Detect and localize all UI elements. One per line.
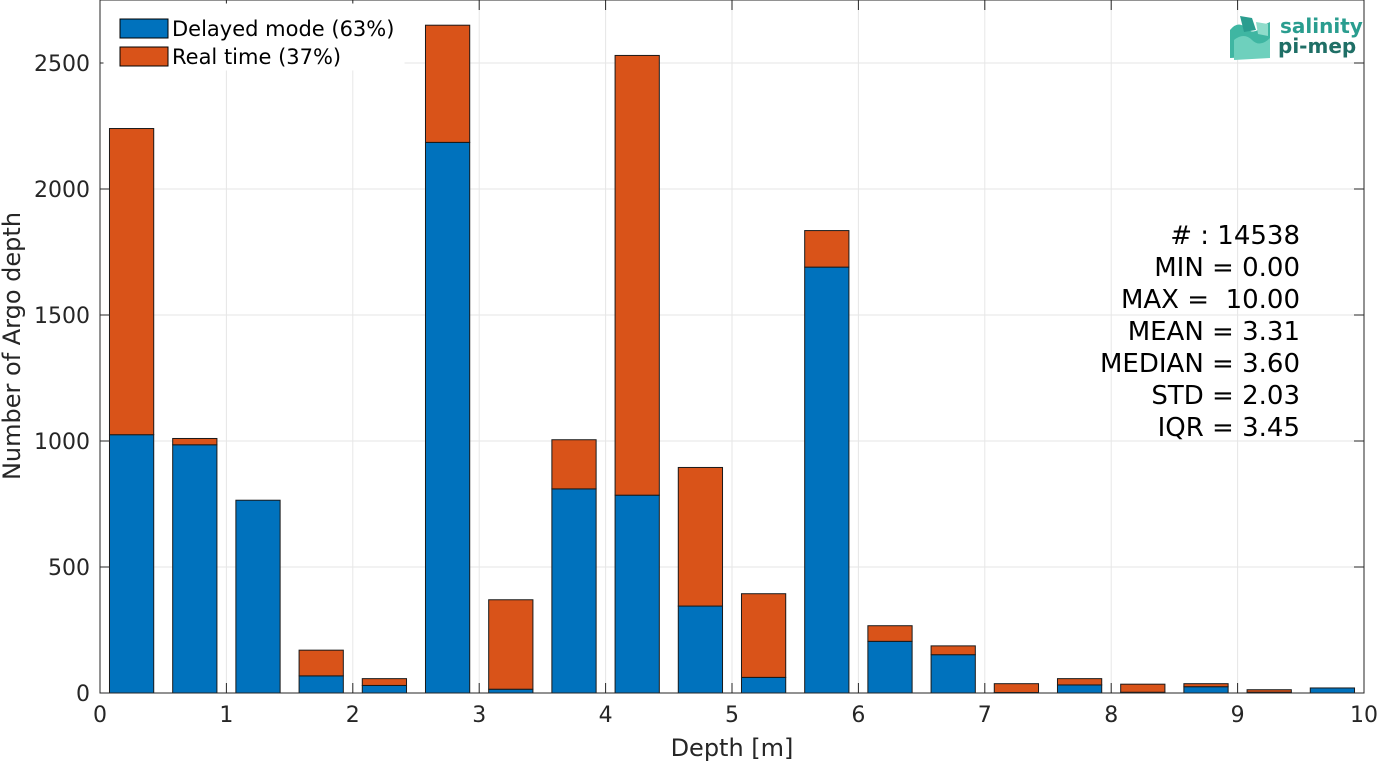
logo-text-salinity: salinity <box>1280 14 1363 38</box>
bar-delayed-mode <box>930 654 976 694</box>
bar-delayed-mode <box>677 605 724 694</box>
bar-delayed-mode <box>424 141 471 694</box>
bar-real-time <box>361 678 408 686</box>
x-tick-label: 5 <box>725 703 739 728</box>
legend-swatch-real-time <box>119 46 169 67</box>
legend-label-delayed-mode[interactable]: Delayed mode (63%) <box>172 17 394 41</box>
x-tick-label: 6 <box>851 703 865 728</box>
y-tick-label: 0 <box>76 682 90 707</box>
x-tick-label: 1 <box>219 703 233 728</box>
bar-delayed-mode <box>804 266 850 694</box>
x-tick-label: 8 <box>1104 703 1118 728</box>
bar-real-time <box>108 128 155 436</box>
legend-swatch-delayed-mode <box>119 18 169 39</box>
bar-delayed-mode <box>867 640 913 694</box>
stat-min: MIN = 0.00 <box>1154 253 1300 283</box>
x-tick-label: 3 <box>472 703 486 728</box>
bar-delayed-mode <box>614 494 660 694</box>
y-tick-label: 2500 <box>34 52 90 77</box>
bar-delayed-mode <box>1309 687 1356 694</box>
bar-real-time <box>993 683 1040 693</box>
bar-delayed-mode <box>172 444 218 694</box>
bar-real-time <box>677 466 724 607</box>
bar-delayed-mode <box>488 688 534 694</box>
bar-real-time <box>930 645 976 656</box>
stat-std: STD = 2.03 <box>1151 381 1300 411</box>
x-tick-label: 9 <box>1231 703 1245 728</box>
bar-real-time <box>614 54 660 496</box>
bar-delayed-mode <box>740 676 787 694</box>
salinity-pi-mep-logo: salinity pi-mep <box>1230 14 1363 60</box>
x-tick-label: 10 <box>1350 703 1378 728</box>
y-tick-label: 2000 <box>34 178 90 203</box>
x-axis-title: Depth [m] <box>671 734 794 762</box>
x-tick-label: 2 <box>346 703 360 728</box>
legend: Delayed mode (63%) Real time (37%) <box>103 3 405 71</box>
y-axis-title: Number of Argo depth <box>0 212 26 480</box>
logo-text-pi-mep: pi-mep <box>1278 34 1356 58</box>
legend-label-real-time[interactable]: Real time (37%) <box>172 45 341 69</box>
y-axis: 0 500 1000 1500 2000 2500 <box>34 52 1364 707</box>
bar-delayed-mode <box>108 434 155 694</box>
bar-delayed-mode <box>361 684 408 694</box>
stat-iqr: IQR = 3.45 <box>1158 413 1300 443</box>
bar-real-time <box>1056 678 1103 686</box>
x-tick-label: 0 <box>93 703 107 728</box>
y-tick-label: 1000 <box>34 430 90 455</box>
stat-count: # : 14538 <box>1170 221 1300 251</box>
bar-real-time <box>298 649 344 677</box>
bar-real-time <box>867 625 913 642</box>
bar-real-time <box>551 439 597 490</box>
bar-real-time <box>424 24 471 143</box>
y-tick-label: 1500 <box>34 304 90 329</box>
bar-real-time <box>804 230 850 268</box>
stat-mean: MEAN = 3.31 <box>1128 317 1300 347</box>
stat-median: MEDIAN = 3.60 <box>1100 349 1300 379</box>
stat-max: MAX = 10.00 <box>1121 285 1300 315</box>
bar-real-time <box>488 599 534 690</box>
bar-delayed-mode <box>1056 684 1103 694</box>
bar-delayed-mode <box>1183 686 1229 694</box>
logo-wave-icon <box>1230 16 1270 60</box>
bar-real-time <box>740 593 787 678</box>
statistics-annotation: # : 14538 MIN = 0.00 MAX = 10.00 MEAN = … <box>1100 221 1300 443</box>
bar-real-time <box>1246 689 1292 693</box>
y-tick-label: 500 <box>48 556 90 581</box>
bar-delayed-mode <box>551 488 597 694</box>
bar-delayed-mode <box>235 499 281 694</box>
x-axis: 0 1 2 3 4 5 6 7 8 9 10 <box>93 0 1378 728</box>
bar-real-time <box>1183 683 1229 688</box>
x-tick-label: 4 <box>599 703 613 728</box>
x-tick-label: 7 <box>978 703 992 728</box>
bar-delayed-mode <box>298 675 344 694</box>
bar-real-time <box>1120 683 1166 693</box>
bar-real-time <box>172 437 218 446</box>
